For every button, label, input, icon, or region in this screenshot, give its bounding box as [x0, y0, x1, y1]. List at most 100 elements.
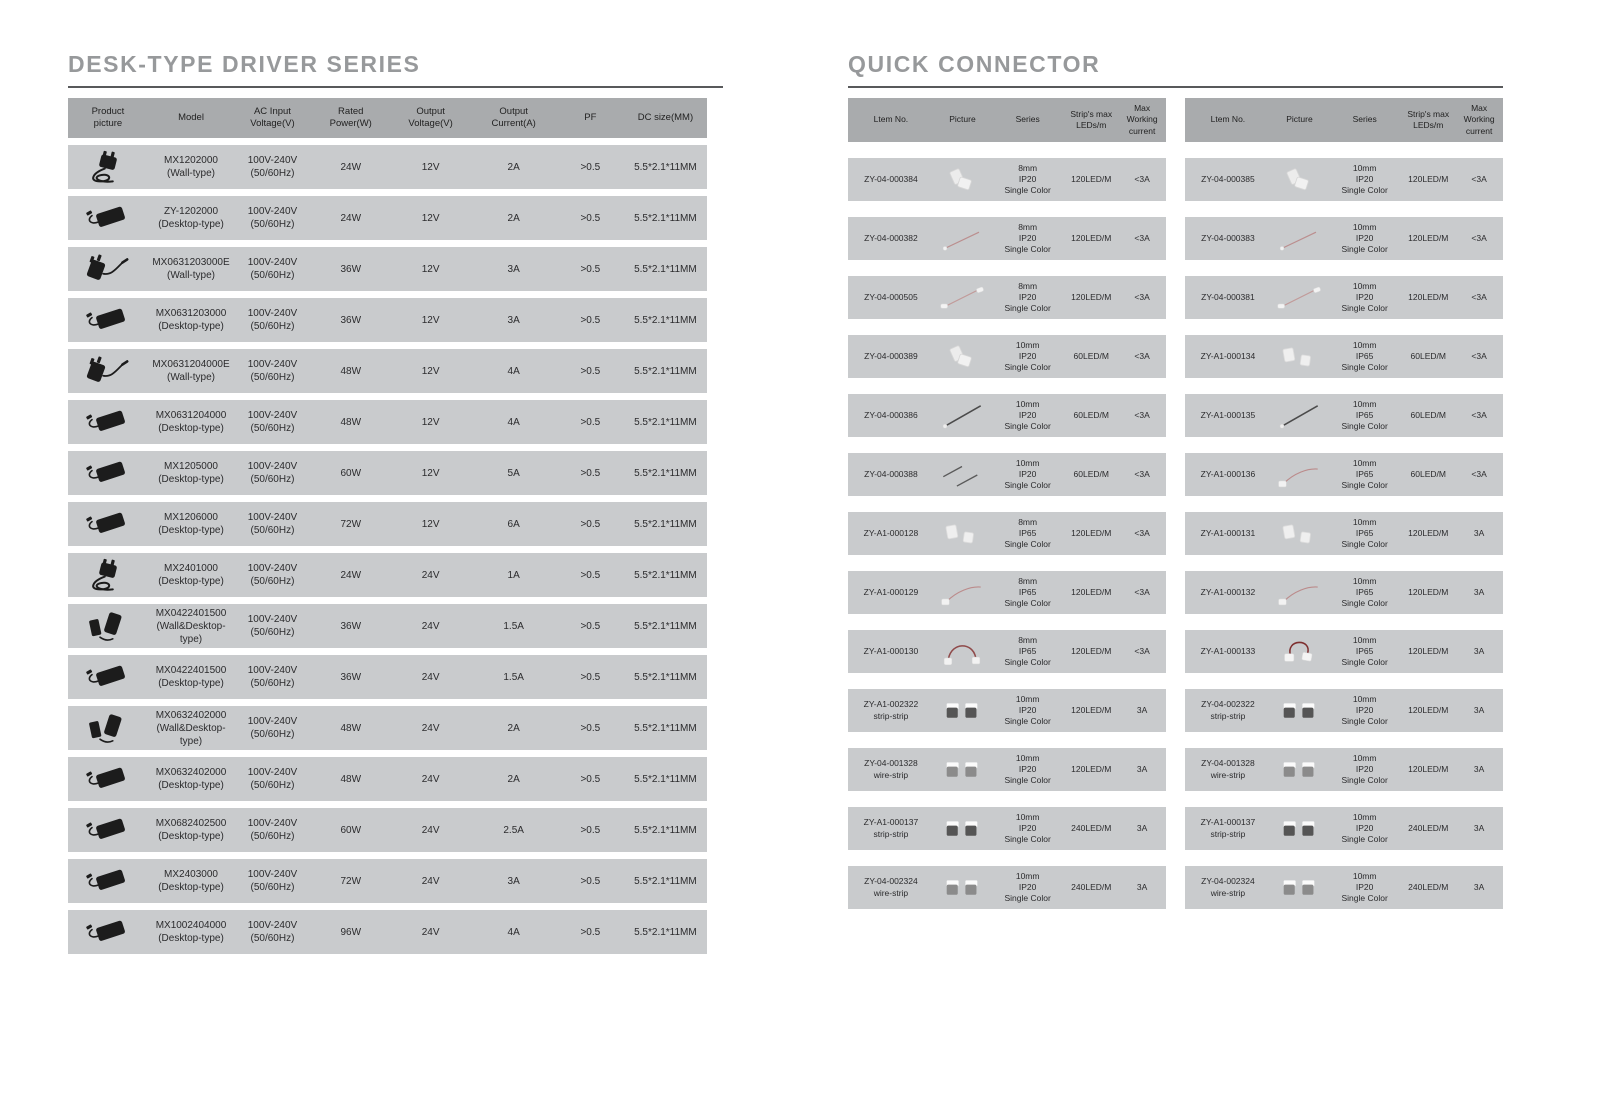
picture-cell	[1271, 517, 1328, 551]
output-voltage-cell: 24V	[421, 722, 440, 734]
series-cell: 10mm IP20 Single Color	[1004, 693, 1051, 727]
model-number: MX2403000	[164, 869, 218, 880]
max-current-cell: 3A	[1473, 645, 1485, 656]
product-picture-cell	[68, 606, 148, 646]
model-number: MX0422401500	[155, 607, 227, 619]
output-voltage-cell: 12V	[421, 161, 440, 173]
item-number: ZY-04-002324	[1201, 876, 1255, 887]
product-picture-cell	[68, 555, 148, 595]
table-row: ZY-1202000 (Desktop-type) 100V-240V (50/…	[68, 196, 707, 240]
ac-input-cell: 100V-240V (50/60Hz)	[247, 920, 298, 944]
picture-cell	[1271, 281, 1328, 315]
model-type: (Desktop-type)	[158, 423, 224, 434]
item-number: ZY-04-000505	[864, 291, 918, 302]
series-cell: 10mm IP20 Single Color	[1341, 870, 1388, 904]
max-current-cell: <3A	[1134, 468, 1150, 479]
output-voltage-cell: 12V	[421, 467, 440, 479]
driver-table-header: Product picture Model AC Input Voltage(V…	[68, 98, 707, 138]
table-row: ZY-04-000386 10mm IP20 Single Color 60LED/…	[848, 394, 1166, 437]
output-current-cell: 3A	[507, 263, 520, 275]
desktop-icon	[76, 657, 140, 697]
table-row: ZY-A1-000136 10mm IP65 Single Color 60LED/…	[1185, 453, 1503, 496]
rated-power-cell: 48W	[340, 773, 362, 785]
item-number: ZY-A1-000137	[1200, 817, 1256, 828]
connector-tables: Ltem No. Picture Series Strip's max LEDs…	[848, 98, 1503, 909]
connector-table-body: ZY-04-000385 10mm IP20 Single Color 120LED…	[1185, 158, 1503, 909]
wire-conn-icon	[936, 576, 988, 610]
rated-power-cell: 72W	[340, 875, 362, 887]
rated-power-cell: 48W	[340, 416, 362, 428]
picture-cell	[934, 340, 991, 374]
output-voltage-cell: 24V	[421, 620, 440, 632]
picture-cell	[934, 222, 991, 256]
item-no-cell: ZY-04-000385	[1185, 174, 1271, 185]
table-row: ZY-04-002324 wire-strip 10mm IP20 Single C…	[1185, 866, 1503, 909]
table-row: ZY-04-002324 wire-strip 10mm IP20 Single C…	[848, 866, 1166, 909]
product-picture-cell	[68, 147, 148, 187]
item-no-cell: ZY-A1-000131	[1185, 528, 1271, 539]
item-no-cell: ZY-04-002324 wire-strip	[1185, 876, 1271, 898]
table-row: ZY-04-002322 strip-strip 10mm IP20 Single …	[1185, 689, 1503, 732]
max-leds-cell: 240LED/M	[1071, 822, 1112, 833]
model-cell: MX0632402000 (Desktop-type)	[148, 766, 234, 792]
max-leds-cell: 60LED/M	[1410, 350, 1446, 361]
driver-table: Product picture Model AC Input Voltage(V…	[68, 98, 707, 954]
max-current-cell: 3A	[1136, 704, 1148, 715]
series-cell: 10mm IP65 Single Color	[1341, 339, 1388, 373]
item-sub-label: strip-strip	[873, 828, 909, 839]
item-sub-label: wire-strip	[873, 887, 909, 898]
output-current-cell: 3A	[507, 875, 520, 887]
column-header-item-no: Ltem No.	[1210, 114, 1246, 125]
item-number: ZY-A1-000133	[1200, 645, 1256, 656]
model-number: MX1206000	[164, 512, 218, 523]
item-number: ZY-04-000382	[864, 232, 918, 243]
connector-table-2: Ltem No. Picture Series Strip's max LEDs…	[1185, 98, 1503, 909]
series-cell: 10mm IP20 Single Color	[1004, 398, 1051, 432]
item-no-cell: ZY-04-001328 wire-strip	[1185, 758, 1271, 780]
column-header-max-current: Max Working current	[1126, 103, 1158, 136]
output-current-cell: 2A	[507, 773, 520, 785]
ac-input-cell: 100V-240V (50/60Hz)	[247, 359, 298, 383]
item-number: ZY-A1-000129	[863, 586, 919, 597]
table-row: ZY-04-001328 wire-strip 10mm IP20 Single C…	[1185, 748, 1503, 791]
item-no-cell: ZY-04-000388	[848, 469, 934, 480]
max-leds-cell: 60LED/M	[1410, 468, 1446, 479]
column-header-model: Model	[178, 111, 204, 123]
column-header-max-leds: Strip's max LEDs/m	[1407, 108, 1450, 130]
pf-cell: >0.5	[580, 773, 601, 785]
table-row: ZY-04-000384 8mm IP20 Single Color 120LED/…	[848, 158, 1166, 201]
output-current-cell: 5A	[507, 467, 520, 479]
max-leds-cell: 120LED/M	[1071, 704, 1112, 715]
ac-input-cell: 100V-240V (50/60Hz)	[247, 716, 298, 740]
product-picture-cell	[68, 453, 148, 493]
max-leds-cell: 120LED/M	[1408, 232, 1449, 243]
dc-size-cell: 5.5*2.1*11MM	[634, 671, 697, 683]
product-picture-cell	[68, 402, 148, 442]
item-number: ZY-A1-000136	[1200, 468, 1256, 479]
rated-power-cell: 48W	[340, 365, 362, 377]
item-no-cell: ZY-A1-000129	[848, 587, 934, 598]
pf-cell: >0.5	[580, 416, 601, 428]
table-row: MX0632402000 (Desktop-type) 100V-240V (5…	[68, 757, 707, 801]
blocks-icon	[1273, 694, 1325, 728]
series-cell: 8mm IP20 Single Color	[1004, 162, 1051, 196]
table-row: ZY-A1-000132 10mm IP65 Single Color 120LED…	[1185, 571, 1503, 614]
output-voltage-cell: 24V	[421, 569, 440, 581]
rated-power-cell: 48W	[340, 722, 362, 734]
wall-coil-icon	[76, 147, 140, 187]
series-cell: 10mm IP20 Single Color	[1341, 811, 1388, 845]
series-cell: 10mm IP65 Single Color	[1341, 516, 1388, 550]
item-no-cell: ZY-04-001328 wire-strip	[848, 758, 934, 780]
item-no-cell: ZY-A1-000134	[1185, 351, 1271, 362]
table-row: MX2403000 (Desktop-type) 100V-240V (50/6…	[68, 859, 707, 903]
model-cell: MX1002404000 (Desktop-type)	[148, 919, 234, 945]
rated-power-cell: 36W	[340, 620, 362, 632]
output-current-cell: 3A	[507, 314, 520, 326]
product-picture-cell	[68, 708, 148, 748]
model-cell: MX1202000 (Wall-type)	[148, 154, 234, 180]
column-header-picture: Picture	[1286, 114, 1313, 125]
connector-table-1: Ltem No. Picture Series Strip's max LEDs…	[848, 98, 1166, 909]
max-leds-cell: 240LED/M	[1408, 822, 1449, 833]
blocks2-icon	[936, 871, 988, 905]
max-current-cell: <3A	[1134, 645, 1150, 656]
